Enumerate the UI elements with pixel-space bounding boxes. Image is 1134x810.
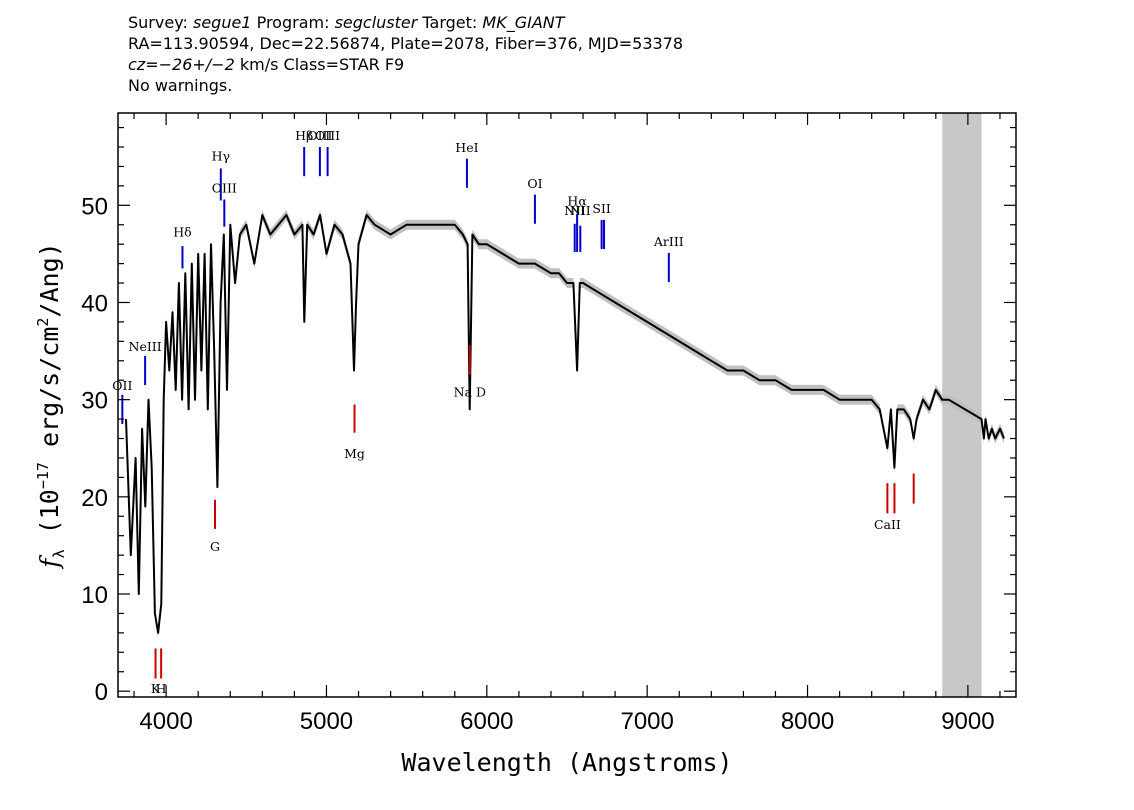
cz-key: cz=	[128, 55, 159, 74]
emission-label-15: ArIII	[653, 234, 684, 249]
emission-label-12: NII	[570, 203, 591, 218]
emission-label-10: NII	[564, 203, 585, 218]
flux-error-band	[126, 210, 1004, 638]
x-tick-label: 5000	[300, 708, 353, 735]
absorption-label-0: K	[151, 681, 161, 696]
emission-label-2: Hδ	[173, 224, 191, 239]
y-axis-title-close: /Ang)	[35, 242, 64, 317]
error-band-layer	[126, 210, 1004, 638]
emission-label-5: Hβ	[295, 128, 313, 143]
x-tick-label: 7000	[620, 708, 673, 735]
header-coordinates-line: RA=113.90594, Dec=22.56874, Plate=2078, …	[128, 34, 684, 53]
header-redshift-line: cz=−26+/−2 km/s Class=STAR F9	[128, 54, 1028, 75]
x-tick-label: 8000	[781, 708, 834, 735]
y-tick-label: 0	[95, 679, 108, 706]
axes-layer: 4000 5000 6000 7000 8000 9000 0 10 20 30 40 50	[81, 112, 1017, 735]
absorption-label-2: G	[210, 539, 220, 554]
emission-label-4: OIII	[212, 181, 237, 196]
program-value: segcluster	[334, 13, 418, 32]
x-tick-label: 4000	[139, 708, 192, 735]
emission-label-11: Hα	[567, 193, 587, 208]
spectrum-series-layer	[125, 214, 1005, 634]
y-tick-label: 30	[81, 388, 108, 415]
y-axis-title-middle: erg/s/cm	[35, 327, 64, 462]
y-axis-title-subscript: λ	[50, 549, 68, 558]
y-tick-label: 10	[81, 582, 108, 609]
target-value: MK_GIANT	[482, 13, 565, 32]
absorption-label-4: Na D	[454, 385, 486, 400]
y-axis-title-open: (10	[35, 489, 64, 549]
header: Survey: segue1 Program: segcluster Targe…	[128, 12, 1028, 96]
y-axis-title-symbol: f	[35, 555, 64, 570]
header-warnings-line: No warnings.	[128, 76, 233, 95]
flux-line	[125, 214, 1005, 634]
program-key: Program:	[256, 13, 330, 32]
x-axis-title: Wavelength (Angstroms)	[401, 748, 732, 777]
y-tick-label: 50	[81, 193, 108, 220]
cz-value: −26+/−2	[158, 55, 235, 74]
y-tick-label: 40	[81, 290, 108, 317]
y-tick-label: 20	[81, 485, 108, 512]
x-tick-label: 6000	[460, 708, 513, 735]
header-survey-line: Survey: segue1 Program: segcluster Targe…	[128, 12, 1028, 33]
emission-label-8: HeI	[455, 140, 478, 155]
emission-label-3: Hγ	[212, 149, 230, 164]
absorption-label-1: H	[156, 681, 167, 696]
y-axis-title: fλ (10−17 erg/s/cm2/Ang)	[34, 242, 68, 569]
y-axis-title-exponent: −17	[34, 462, 52, 489]
emission-label-9: OI	[527, 176, 542, 191]
emission-label-7: OIII	[315, 128, 340, 143]
emission-label-13: SII	[592, 201, 611, 216]
survey-key: Survey:	[128, 13, 188, 32]
absorption-label-3: Mg	[344, 446, 365, 461]
survey-value: segue1	[192, 13, 252, 32]
emission-label-0: NeIII	[129, 339, 162, 354]
cz-class-text: km/s Class=STAR F9	[234, 55, 405, 74]
x-tick-label: 9000	[941, 708, 994, 735]
absorption-label-5: CaII	[874, 517, 901, 532]
emission-label-6: OIII	[307, 128, 332, 143]
plot-frame	[117, 112, 1017, 698]
target-key: Target:	[422, 13, 478, 32]
y-axis-title-exponent-2: 2	[34, 318, 52, 327]
